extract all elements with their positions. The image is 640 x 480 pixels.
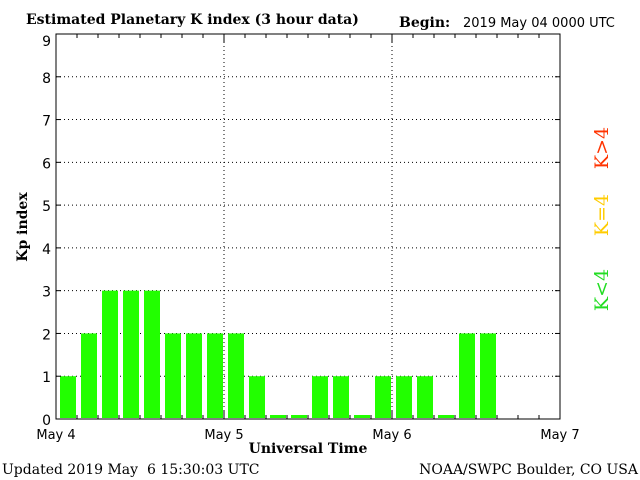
kp-bar	[459, 333, 475, 418]
y-tick-label: 4	[42, 242, 51, 258]
y-tick-label: 6	[42, 156, 51, 172]
kp-bar	[123, 290, 139, 418]
kp-bar	[438, 415, 454, 418]
x-tick-label: May 4	[36, 428, 75, 443]
kp-bar	[417, 376, 433, 418]
kp-bar	[207, 333, 223, 418]
legend-label: K>4	[591, 127, 613, 169]
kp-bar	[144, 290, 160, 418]
y-axis-label: Kp index	[15, 192, 31, 262]
y-tick-label: 2	[42, 327, 51, 343]
kp-bar	[375, 376, 391, 418]
kp-bar	[291, 415, 307, 418]
y-tick-label: 9	[42, 34, 51, 50]
y-tick-label: 3	[42, 285, 51, 301]
y-tick-label: 7	[42, 114, 51, 130]
y-tick-label: 8	[42, 71, 51, 87]
kp-bar	[165, 333, 181, 418]
y-tick-label: 0	[42, 413, 51, 429]
kp-bar	[102, 290, 118, 418]
source-footer: NOAA/SWPC Boulder, CO USA	[419, 462, 639, 478]
begin-label: Begin:	[399, 15, 450, 31]
y-tick-label: 1	[42, 370, 51, 386]
updated-footer: Updated 2019 May 6 15:30:03 UTC	[2, 462, 260, 478]
y-tick-label: 5	[42, 199, 51, 215]
kp-bar	[228, 333, 244, 418]
chart-title: Estimated Planetary K index (3 hour data…	[26, 12, 359, 28]
kp-bar	[333, 376, 349, 418]
x-tick-label: May 5	[204, 428, 243, 443]
x-tick-label: May 7	[540, 428, 579, 443]
x-axis-label: Universal Time	[249, 441, 368, 457]
kp-bar	[354, 415, 370, 418]
kp-bar	[60, 376, 76, 418]
kp-bar	[270, 415, 286, 418]
kp-bar	[186, 333, 202, 418]
x-tick-label: May 6	[372, 428, 411, 443]
kp-bar	[396, 376, 412, 418]
kp-bar	[249, 376, 265, 418]
legend-label: K=4	[591, 194, 613, 236]
begin-value: 2019 May 04 0000 UTC	[463, 16, 615, 31]
kp-bar	[81, 333, 97, 418]
kp-bar	[312, 376, 328, 418]
legend-label: K<4	[591, 269, 613, 311]
kp-bar	[480, 333, 496, 418]
